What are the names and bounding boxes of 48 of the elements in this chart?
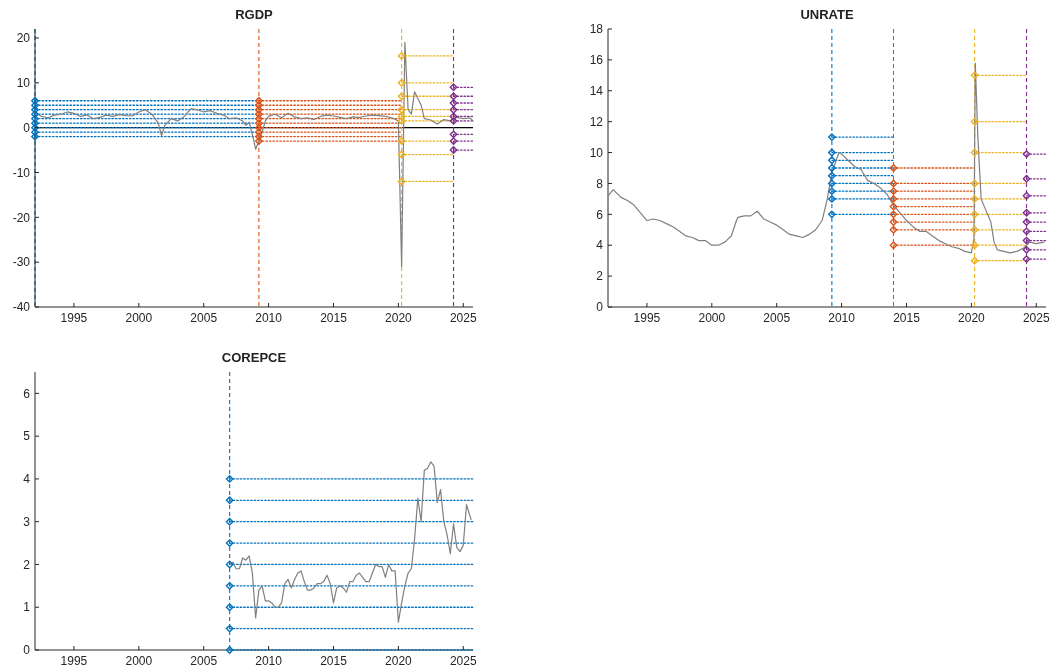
- x-tick-label: 2005: [763, 311, 791, 325]
- y-tick-label: -40: [12, 300, 31, 315]
- x-tick-label: 2000: [698, 311, 726, 325]
- y-tick-label: 8: [596, 176, 604, 191]
- x-tick-label: 2015: [320, 654, 348, 668]
- y-tick-label: 1: [23, 600, 31, 615]
- x-tick-label: 2015: [893, 311, 921, 325]
- x-tick-label: 2000: [125, 654, 153, 668]
- x-tick-label: 2000: [125, 311, 153, 325]
- x-tick-label: 2025: [1022, 311, 1050, 325]
- y-tick-label: 4: [23, 472, 31, 487]
- x-tick-label: 2020: [385, 654, 413, 668]
- y-tick-label: 0: [23, 120, 31, 135]
- y-tick-label: 2: [23, 557, 31, 572]
- x-tick-label: 1995: [633, 311, 661, 325]
- y-tick-label: 6: [23, 386, 31, 401]
- x-tick-label: 1995: [60, 654, 88, 668]
- y-tick-label: 3: [23, 514, 31, 529]
- x-tick-label: 2005: [190, 311, 218, 325]
- x-tick-label: 2025: [449, 311, 477, 325]
- x-tick-label: 2010: [255, 654, 283, 668]
- y-tick-label: 20: [16, 31, 31, 46]
- chart-title: RGDP: [235, 7, 274, 22]
- y-tick-label: 10: [16, 76, 31, 91]
- x-tick-label: 2015: [320, 311, 348, 325]
- chart-title: COREPCE: [221, 350, 287, 365]
- y-tick-label: 16: [589, 53, 604, 68]
- y-tick-label: 10: [589, 145, 604, 160]
- y-tick-label: 4: [596, 238, 604, 253]
- y-tick-label: -30: [12, 255, 31, 270]
- y-tick-label: -10: [12, 165, 31, 180]
- x-tick-label: 2025: [449, 654, 477, 668]
- x-tick-label: 2020: [958, 311, 986, 325]
- y-tick-label: 5: [23, 429, 31, 444]
- y-tick-label: 2: [596, 269, 604, 284]
- chart-title: UNRATE: [800, 7, 854, 22]
- x-tick-label: 2005: [190, 654, 218, 668]
- y-tick-label: 0: [23, 643, 31, 658]
- y-tick-label: 0: [596, 300, 604, 315]
- y-tick-label: 12: [589, 114, 604, 129]
- x-tick-label: 2010: [255, 311, 283, 325]
- y-tick-label: 18: [589, 22, 604, 37]
- x-tick-label: 2010: [828, 311, 856, 325]
- x-tick-label: 2020: [385, 311, 413, 325]
- y-tick-label: -20: [12, 210, 31, 225]
- x-tick-label: 1995: [60, 311, 88, 325]
- y-tick-label: 6: [596, 207, 604, 222]
- y-tick-label: 14: [589, 83, 604, 98]
